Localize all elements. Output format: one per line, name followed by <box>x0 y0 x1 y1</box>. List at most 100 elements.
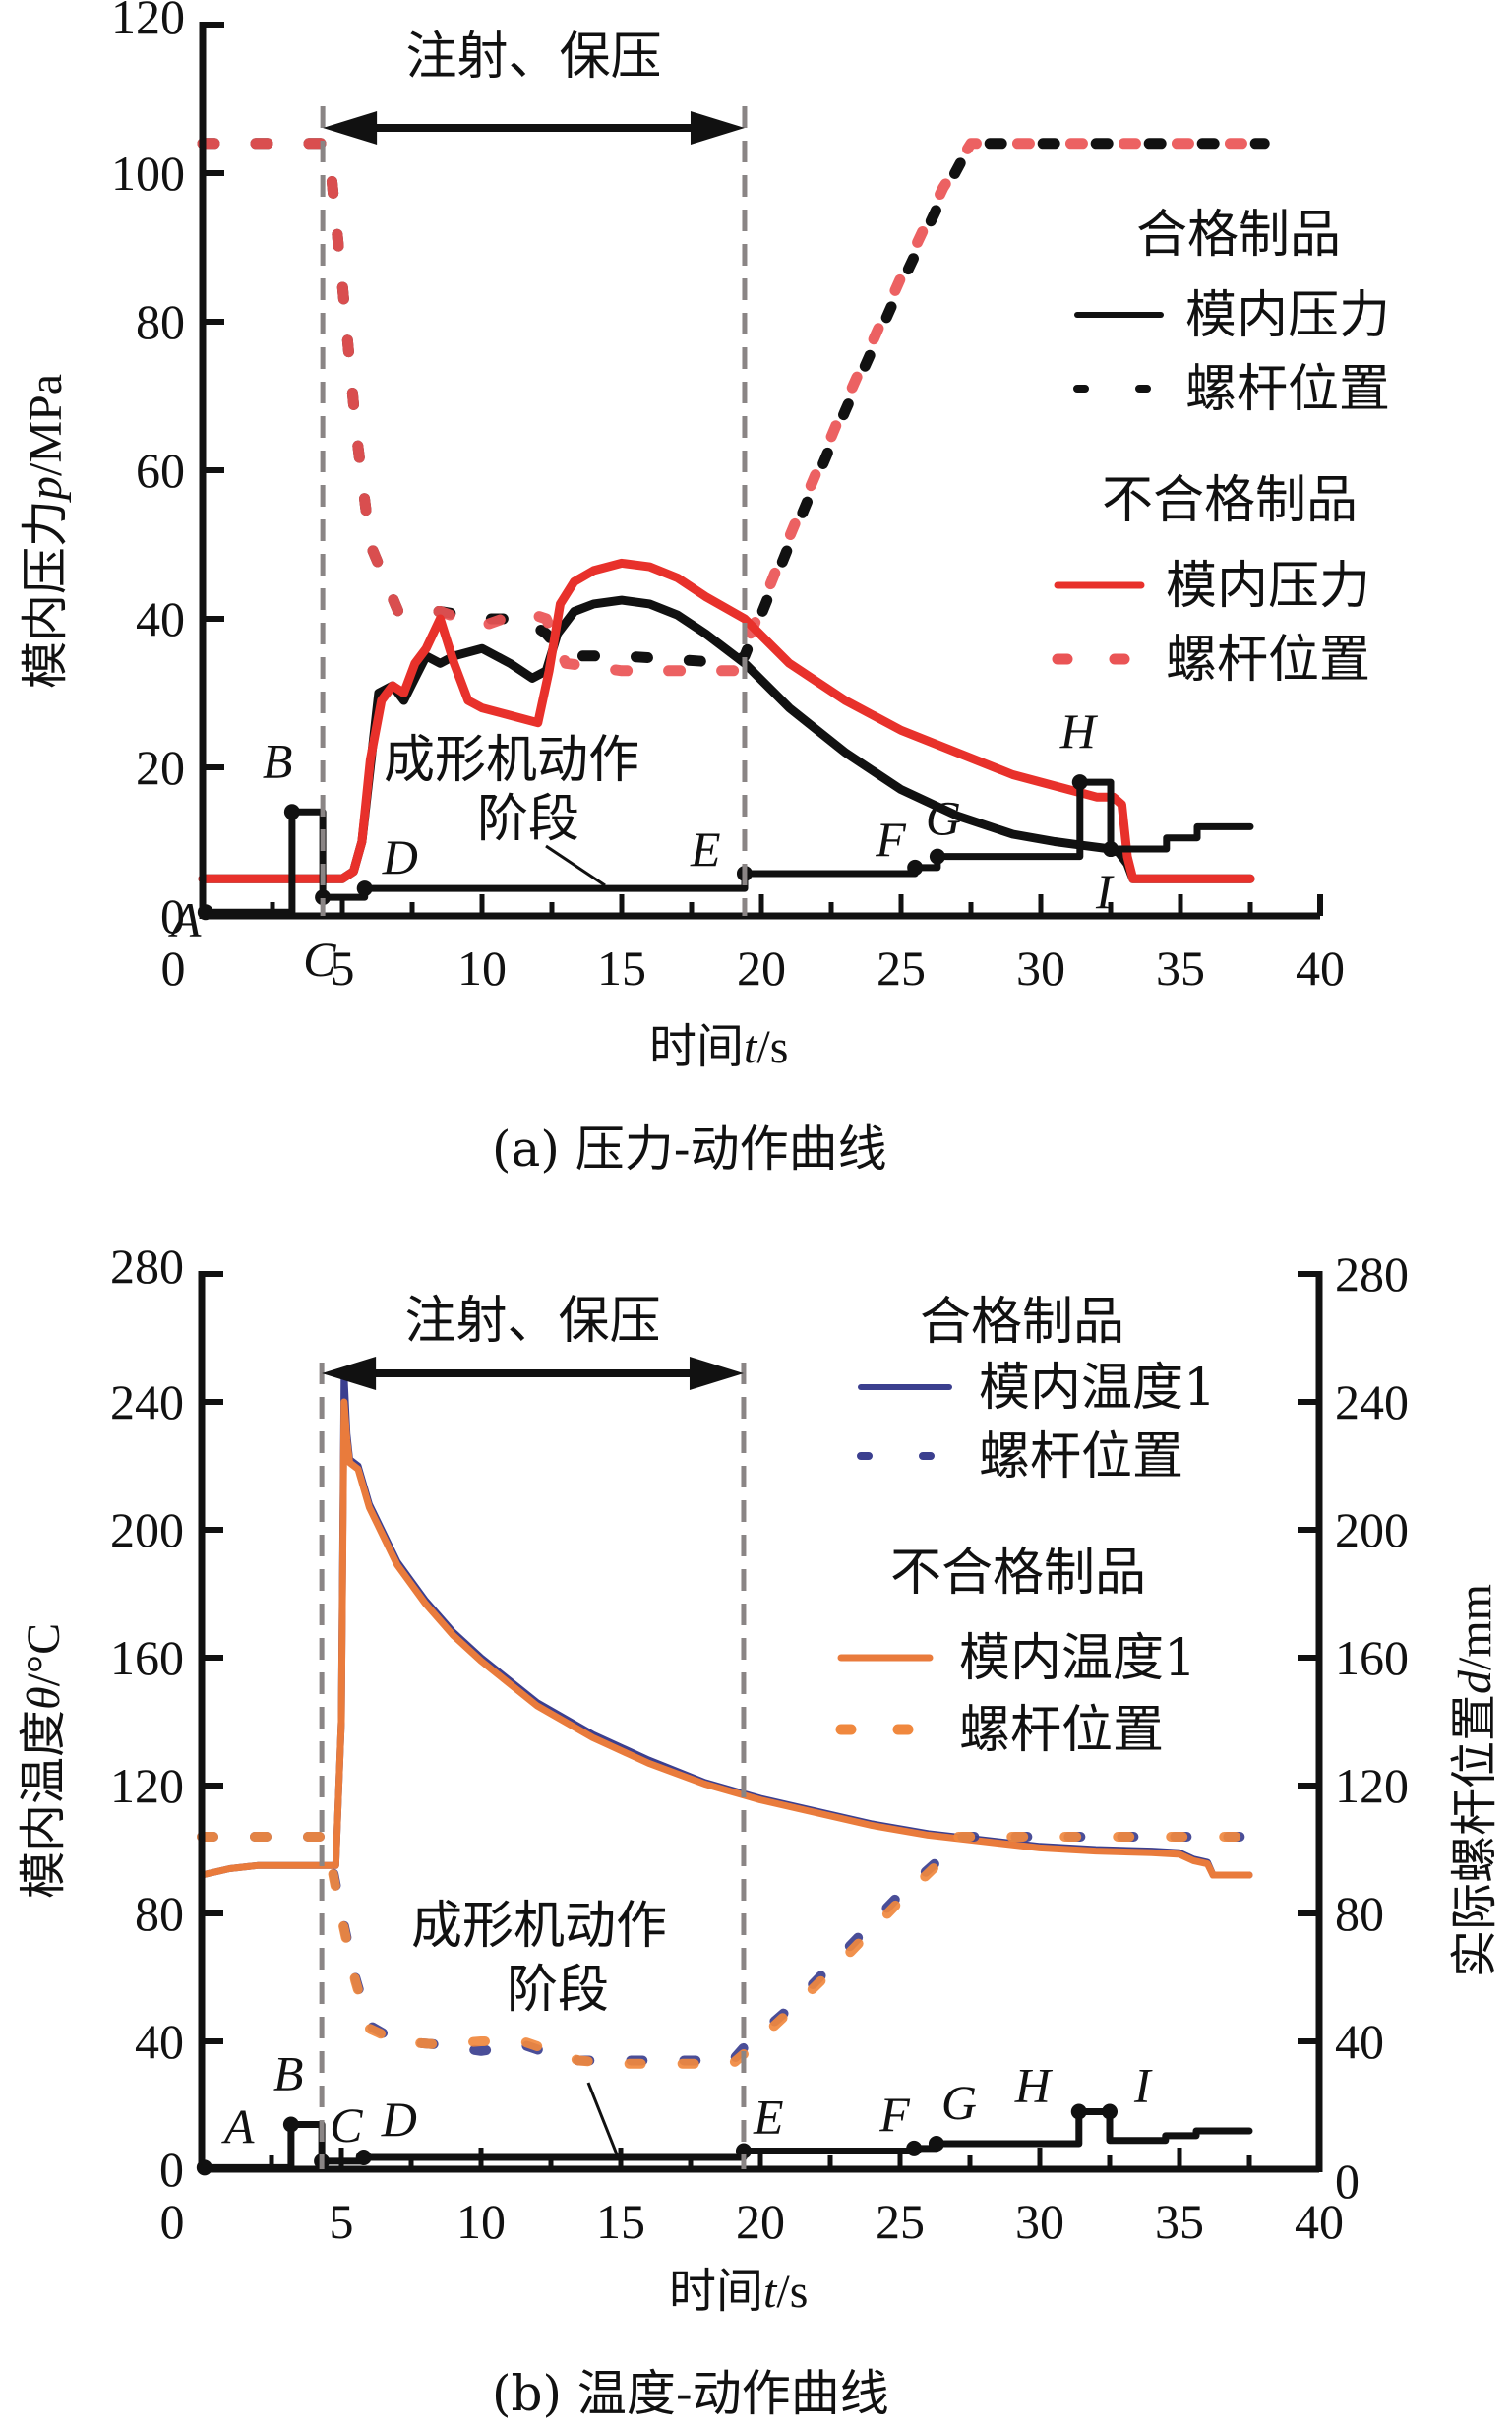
chart-a-legend-label-0-1: 螺杆位置 <box>1185 360 1390 419</box>
chart-b-y2-tick-label-280: 280 <box>1335 1246 1409 1302</box>
chart-b-event-label-A: A <box>221 2098 255 2153</box>
chart-a-x-tick-label-40: 40 <box>1296 940 1345 996</box>
chart-b-y-tick-label-160: 160 <box>110 1630 184 1685</box>
chart-a-y-tick-label-100: 100 <box>111 146 185 201</box>
chart-b-event-label-F: F <box>878 2087 910 2142</box>
chart-b-y-tick-label-240: 240 <box>110 1374 184 1429</box>
chart-b-event-point-H <box>1070 2103 1087 2120</box>
chart-b-y2-tick-label-120: 120 <box>1335 1758 1409 1813</box>
chart-b-axes: 0 5 10 15 20 25 30 35 40040801201602002402800408… <box>110 1239 1409 2249</box>
chart-b-y2-tick-label-240: 240 <box>1335 1374 1409 1429</box>
chart-a-phase-arrow-right-head <box>690 111 745 145</box>
chart-b-event-label-C: C <box>330 2097 363 2153</box>
chart-a-event-point-F <box>907 859 924 876</box>
chart-b-y2-tick-label-200: 200 <box>1335 1502 1409 1557</box>
chart-b-event-label-H: H <box>1014 2058 1054 2113</box>
chart-a-x-tick-label-20: 20 <box>737 940 786 996</box>
chart-a-y-tick-label-0: 0 <box>160 888 185 943</box>
chart-a-y-tick-label-20: 20 <box>136 740 185 795</box>
chart-a-x-tick-label-5: 5 <box>331 940 355 996</box>
chart-b-series-3-line <box>197 1832 1269 2069</box>
chart-a-series-3-line <box>198 558 1255 883</box>
chart-b-legend-label-1-0: 模内温度1 <box>959 1629 1196 1688</box>
chart-a-series <box>197 138 1270 921</box>
chart-b-y-tick-label-40: 40 <box>135 2014 184 2069</box>
chart-b-action-label-line1: 成形机动作 <box>411 1897 667 1956</box>
chart-a-action-leader-line <box>545 844 606 887</box>
chart-a-x-tick-label-10: 10 <box>457 940 507 996</box>
chart-b-y2-tick-label-40: 40 <box>1335 2014 1384 2069</box>
chart-b-x-tick-label-30: 30 <box>1015 2194 1064 2249</box>
chart-a-event-point-I <box>1103 841 1119 858</box>
chart-a-event-point-H <box>1071 774 1088 791</box>
chart-b-y-tick-label-280: 280 <box>110 1239 184 1294</box>
chart-b-phase-arrow-right-head <box>689 1357 744 1390</box>
chart-b-event-label-E: E <box>753 2089 784 2144</box>
chart-a-legend-label-0-0: 模内压力 <box>1185 286 1390 345</box>
chart-b-caption: (b) 温度-动作曲线 <box>492 2365 889 2422</box>
chart-a-event-point-D <box>356 880 373 897</box>
chart-b-event-point-B <box>282 2116 299 2133</box>
chart-b-x-tick-label-40: 40 <box>1295 2194 1344 2249</box>
chart-a-event-label-B: B <box>263 733 293 788</box>
chart-b-series-1-line <box>198 1398 1253 1879</box>
chart-b-x-tick-label-5: 5 <box>330 2194 354 2249</box>
chart-b-event-point-G <box>928 2136 944 2152</box>
chart-a-axes: 0 5 10 15 20 25 30 35 40 0 20 40 60 80 100 120 <box>111 0 1345 996</box>
chart-a-xlabel: 时间t/s <box>649 1019 788 1074</box>
chart-b-y-tick-label-200: 200 <box>110 1502 184 1557</box>
chart-b-event-point-I <box>1102 2103 1118 2120</box>
chart-a-pressure-action: 0 5 10 15 20 25 30 35 40 0 20 40 60 80 100 120 注射、保压 A B C… <box>18 0 1390 1178</box>
chart-b-series-4-line <box>201 2108 1253 2171</box>
chart-a-phase-label: 注射、保压 <box>406 28 662 87</box>
chart-a-event-label-E: E <box>690 821 721 877</box>
chart-b-event-label-B: B <box>273 2046 304 2101</box>
chart-a-event-label-C: C <box>303 932 336 987</box>
chart-b-event-point-E <box>735 2143 752 2159</box>
chart-a-event-label-D: D <box>382 829 418 884</box>
chart-b-y-tick-label-120: 120 <box>110 1758 184 1813</box>
chart-a-y-tick-label-60: 60 <box>136 443 185 498</box>
chart-a-legend-label-1-0: 模内压力 <box>1166 557 1370 616</box>
chart-a-x-tick-label-0: 0 <box>161 940 186 996</box>
chart-a-legend-label-1-1: 螺杆位置 <box>1166 631 1370 690</box>
chart-b-event-label-G: G <box>941 2075 977 2130</box>
chart-a-x-tick-label-30: 30 <box>1016 940 1065 996</box>
chart-a-event-label-A: A <box>168 892 202 947</box>
chart-b-x-tick-label-10: 10 <box>456 2194 506 2249</box>
chart-a-series-4-line <box>202 778 1254 916</box>
chart-b-phase-arrow-left-head <box>322 1357 377 1390</box>
chart-b-ylabel: 模内温度θ/°C <box>16 1623 71 1899</box>
chart-b-x-tick-label-25: 25 <box>876 2194 925 2249</box>
chart-b-legend-label-0-1: 螺杆位置 <box>979 1427 1183 1486</box>
chart-a-action-label-line2: 阶段 <box>477 790 579 849</box>
chart-b-y2-tick-label-160: 160 <box>1335 1630 1409 1685</box>
chart-a-event-label-F: F <box>875 812 906 867</box>
chart-b-xlabel: 时间t/s <box>669 2264 808 2319</box>
chart-b-y2-tick-label-0: 0 <box>1335 2153 1360 2209</box>
chart-b-legend-group-title-1: 不合格制品 <box>890 1544 1146 1603</box>
chart-a-x-tick-label-25: 25 <box>877 940 926 996</box>
chart-b-x-tick-label-35: 35 <box>1155 2194 1204 2249</box>
chart-b-x-tick-label-0: 0 <box>160 2194 185 2249</box>
chart-b-event-point-F <box>906 2140 923 2156</box>
chart-a-event-label-G: G <box>926 791 961 846</box>
chart-b-legend-label-0-0: 模内温度1 <box>979 1359 1216 1418</box>
chart-b-x-tick-label-20: 20 <box>736 2194 785 2249</box>
chart-a-action-label-line1: 成形机动作 <box>384 731 639 790</box>
chart-b-y-tick-label-80: 80 <box>135 1886 184 1941</box>
chart-b-event-point-D <box>355 2149 372 2165</box>
chart-a-event-label-H: H <box>1059 703 1099 758</box>
chart-a-y-tick-label-120: 120 <box>111 0 185 44</box>
chart-a-y-tick-label-40: 40 <box>136 591 185 646</box>
chart-a-event-label-I: I <box>1095 864 1115 919</box>
chart-b-series <box>196 1372 1269 2176</box>
chart-a-legend-group-title-0: 合格制品 <box>1136 206 1341 265</box>
chart-b-action-label-line2: 阶段 <box>507 1961 609 2020</box>
chart-b-y2-tick-label-80: 80 <box>1335 1886 1384 1941</box>
